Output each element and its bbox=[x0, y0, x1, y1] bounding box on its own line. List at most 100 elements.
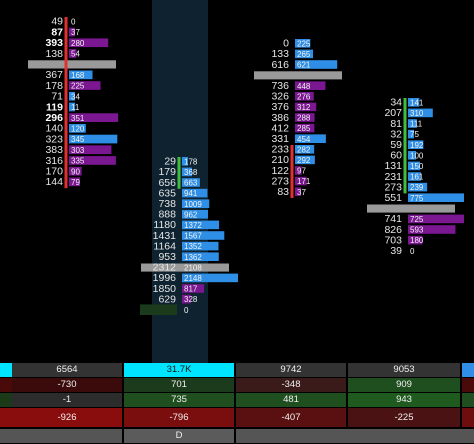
ask-volume-bar bbox=[182, 188, 208, 198]
summary-cell: -348 bbox=[236, 378, 346, 392]
summary-footer: D bbox=[0, 429, 474, 444]
ask-volume-label: 2148 bbox=[184, 274, 202, 283]
bid-volume-label: 826 bbox=[384, 224, 402, 236]
bid-volume-label: 140 bbox=[45, 123, 63, 135]
ask-volume-label: 621 bbox=[297, 61, 311, 70]
bid-volume-label: 2312 bbox=[153, 262, 177, 274]
ask-volume-bar bbox=[182, 210, 208, 219]
ask-volume-bar bbox=[69, 38, 109, 48]
ask-volume-label: 1362 bbox=[184, 253, 202, 262]
ask-volume-bar bbox=[69, 124, 86, 133]
ask-volume-label: 817 bbox=[184, 285, 198, 294]
summary-cell: -730 bbox=[12, 378, 122, 392]
ask-volume-label: 775 bbox=[410, 194, 424, 203]
bid-volume-label: 39 bbox=[390, 245, 402, 257]
ask-volume-label: 282 bbox=[297, 145, 311, 154]
ask-volume-bar bbox=[408, 161, 420, 171]
ask-volume-label: 276 bbox=[297, 92, 311, 101]
ask-volume-label: 120 bbox=[71, 125, 85, 134]
ask-volume-bar bbox=[408, 140, 424, 149]
bid-volume-label: 0 bbox=[283, 38, 289, 50]
ask-volume-bar bbox=[295, 39, 311, 48]
ask-volume-bar bbox=[182, 199, 210, 208]
bid-volume-label: 122 bbox=[271, 165, 289, 177]
bid-volume-label: 656 bbox=[158, 177, 176, 189]
summary-right-marker bbox=[462, 408, 474, 427]
ask-volume-label: 0 bbox=[71, 18, 76, 27]
bid-volume-label: 953 bbox=[158, 251, 176, 263]
ask-volume-bar bbox=[69, 81, 101, 90]
summary-row-min-delta: -926 -796 -407 -225 bbox=[0, 408, 474, 428]
ask-volume-bar bbox=[408, 129, 414, 139]
ask-volume-bar bbox=[295, 81, 326, 90]
ask-volume-bar bbox=[295, 145, 315, 154]
ask-volume-label: 37 bbox=[297, 188, 306, 197]
summary-table: 6564 31.7K 9742 9053 -730 701 -348 909 -… bbox=[0, 363, 474, 444]
bid-volume-label: 383 bbox=[45, 144, 63, 156]
bid-volume-label: 331 bbox=[271, 133, 289, 145]
ask-volume-bar bbox=[182, 231, 225, 240]
ask-volume-label: 161 bbox=[410, 173, 424, 182]
bid-volume-label: 179 bbox=[158, 166, 176, 178]
ask-volume-bar bbox=[408, 151, 416, 160]
footprint-chart: 49 0 87 37 393 280 138 54 367 168 178 225 71 34 119 11 2… bbox=[28, 0, 464, 364]
bid-volume-label: 207 bbox=[384, 107, 402, 119]
ask-volume-bar bbox=[182, 241, 219, 251]
bid-volume-label: 376 bbox=[271, 101, 289, 113]
summary-cell: -926 bbox=[12, 408, 122, 427]
footer-label[interactable]: D bbox=[124, 429, 234, 443]
ask-volume-label: 0 bbox=[184, 306, 189, 315]
ask-volume-label: 171 bbox=[297, 177, 311, 186]
ask-volume-bar bbox=[295, 166, 302, 175]
summary-cell: 481 bbox=[236, 393, 346, 407]
ask-volume-label: 941 bbox=[184, 189, 198, 198]
summary-cell: -1 bbox=[12, 393, 122, 407]
ask-volume-bar bbox=[182, 220, 220, 230]
ask-volume-label: 285 bbox=[297, 124, 311, 133]
poc-level-bar bbox=[28, 60, 116, 69]
ask-volume-label: 962 bbox=[184, 210, 198, 219]
summary-row-delta: -730 701 -348 909 bbox=[0, 378, 474, 393]
bid-volume-label: 703 bbox=[384, 234, 402, 246]
summary-cell: 909 bbox=[348, 378, 460, 392]
bid-volume-label: 326 bbox=[271, 91, 289, 103]
bid-volume-label: 87 bbox=[51, 26, 63, 38]
ask-volume-bar bbox=[69, 156, 116, 165]
bid-volume-label: 738 bbox=[158, 198, 176, 210]
ask-volume-bar bbox=[295, 176, 307, 186]
summary-cell: 701 bbox=[124, 378, 234, 392]
ask-volume-label: 225 bbox=[71, 82, 85, 91]
summary-cell: 943 bbox=[348, 393, 460, 407]
bid-volume-label: 32 bbox=[390, 128, 402, 140]
ask-volume-label: 448 bbox=[297, 82, 311, 91]
summary-row-volume: 6564 31.7K 9742 9053 bbox=[0, 363, 474, 378]
bid-volume-label: 551 bbox=[384, 192, 402, 204]
ask-volume-bar bbox=[295, 123, 315, 133]
bid-volume-label: 386 bbox=[271, 112, 289, 124]
ask-volume-label: 111 bbox=[410, 120, 423, 129]
ask-volume-label: 90 bbox=[71, 167, 80, 176]
bid-volume-label: 1164 bbox=[153, 240, 176, 252]
bid-volume-label: 296 bbox=[45, 112, 63, 124]
summary-row-cum-delta: -1 735 481 943 bbox=[0, 393, 474, 408]
ask-volume-label: 180 bbox=[410, 236, 424, 245]
ask-volume-bar bbox=[295, 187, 301, 196]
ask-volume-label: 225 bbox=[297, 39, 311, 48]
ask-volume-bar bbox=[182, 273, 238, 283]
sell-candle-body bbox=[64, 17, 68, 189]
bid-volume-label: 170 bbox=[45, 166, 63, 178]
summary-left-marker bbox=[0, 378, 12, 392]
ask-volume-bar bbox=[69, 134, 118, 144]
ask-volume-bar bbox=[69, 27, 75, 37]
bid-volume-label: 635 bbox=[158, 187, 176, 199]
summary-cell: 6564 bbox=[12, 363, 122, 377]
ask-volume-bar bbox=[408, 214, 464, 224]
ask-volume-bar bbox=[69, 177, 81, 187]
ask-volume-label: 312 bbox=[297, 103, 311, 112]
poc-level-bar bbox=[254, 71, 342, 80]
summary-cell: -407 bbox=[236, 408, 346, 427]
ask-volume-bar bbox=[408, 235, 423, 245]
ask-volume-bar bbox=[182, 252, 219, 261]
ask-volume-bar bbox=[69, 145, 112, 155]
summary-cell: -225 bbox=[348, 408, 460, 427]
